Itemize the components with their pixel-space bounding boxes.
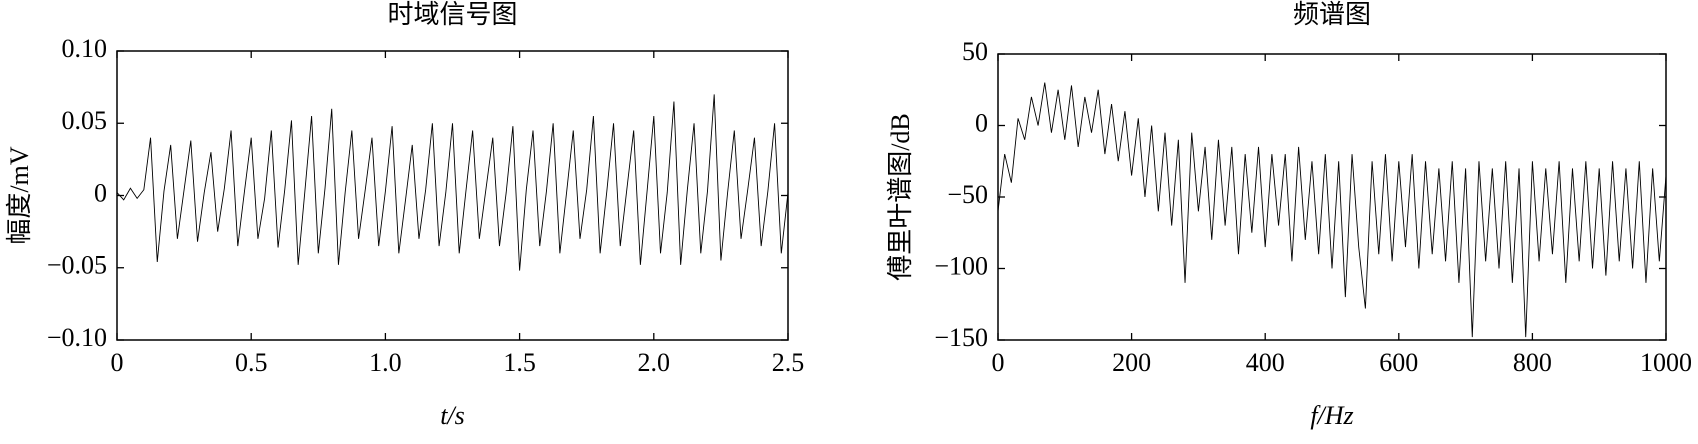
y-tick-label: −50 [947,180,988,209]
x-axis-label: t/s [440,401,465,430]
y-tick-label: 0 [975,108,988,137]
x-tick-label: 600 [1379,348,1418,377]
y-tick-label: −0.05 [47,251,107,280]
y-tick-label: 50 [962,37,988,66]
x-tick-label: 0 [992,348,1005,377]
y-tick-label: 0.10 [62,34,108,63]
chart-title: 时域信号图 [387,0,517,29]
x-tick-label: 0 [111,348,124,377]
x-tick-label: 1000 [1640,348,1692,377]
x-tick-label: 1.0 [369,348,402,377]
chart-title: 频谱图 [1293,0,1371,29]
x-tick-label: 2.0 [638,348,671,377]
y-tick-label: −100 [934,251,988,280]
y-axis-label: 幅度/mV [5,146,34,244]
plot-frame [116,50,789,341]
signal-line [116,94,789,271]
y-tick-label: 0 [94,178,107,207]
x-tick-label: 0.5 [235,348,268,377]
plot-frame [997,53,1667,341]
y-tick-label: 0.05 [62,106,108,135]
y-tick-label: −150 [934,323,988,352]
x-tick-label: 2.5 [772,348,805,377]
x-axis-label: f/Hz [1310,401,1353,430]
x-tick-label: 1.5 [503,348,536,377]
x-tick-label: 800 [1513,348,1552,377]
x-tick-label: 400 [1246,348,1285,377]
signal-line [997,82,1667,338]
x-tick-label: 200 [1112,348,1151,377]
y-tick-label: −0.10 [47,323,107,352]
y-axis-label: 傅里叶谱图/dB [886,113,915,281]
